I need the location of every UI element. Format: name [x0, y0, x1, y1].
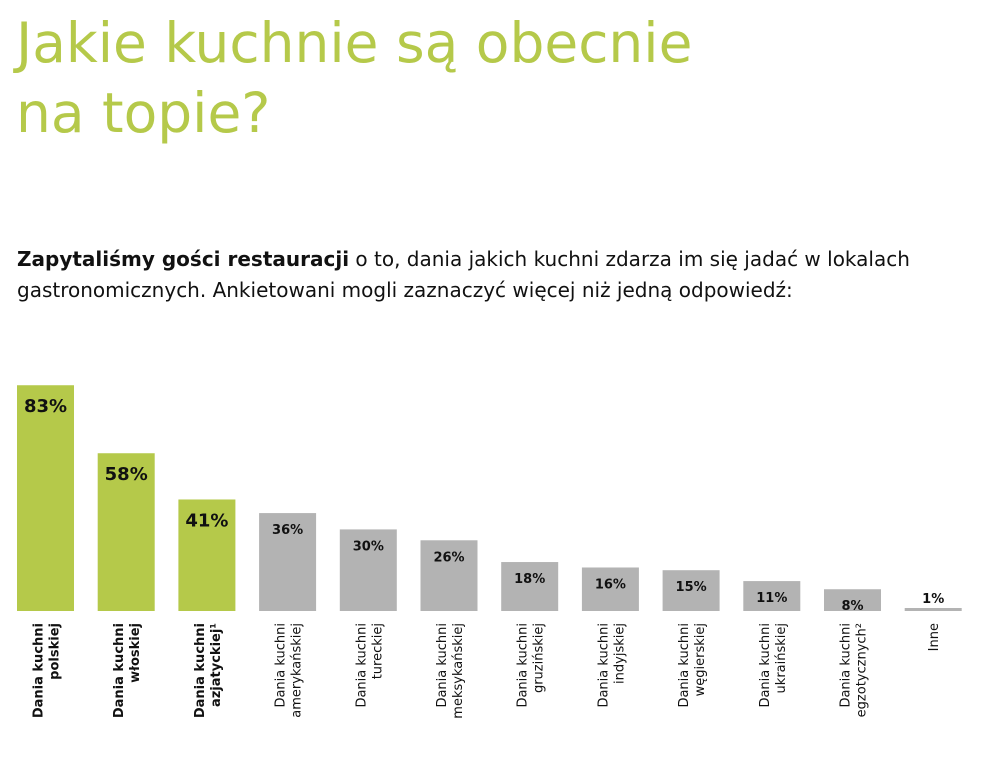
bar-value-indyjskiej: 16% [595, 577, 626, 592]
bar-value-polskiej: 83% [24, 396, 67, 417]
bar-value-gruzinskiej: 18% [514, 572, 545, 587]
title-line-2: na topie? [16, 81, 271, 145]
category-label-line: Dania kuchni [112, 623, 127, 718]
bar-value-inne: 1% [922, 592, 944, 607]
bar-egzotycznych [824, 589, 881, 611]
bar-indyjskiej [581, 567, 639, 611]
category-label-line: Dania kuchni [677, 623, 692, 708]
category-label-line: Dania kuchni [354, 623, 369, 708]
title-line-1: Jakie kuchnie są obecnie [16, 11, 693, 75]
category-label-inne: Inne [927, 623, 942, 651]
category-label-line: Dania kuchni [516, 623, 531, 708]
category-label-line: węgierskiej [693, 623, 708, 696]
category-label-amerykanskiej: Dania kuchni amerykańskiej [274, 623, 305, 718]
bar-tureckiej [339, 529, 397, 611]
bar-azjatyckiej [178, 499, 236, 611]
category-label-line: amerykańskiej [290, 623, 305, 718]
category-label-line: indyjskiej [612, 623, 627, 684]
category-label-line: tureckiej [370, 623, 385, 679]
category-label-line: polskiej [48, 623, 63, 680]
category-label-wloskiej: Dania kuchni włoskiej [112, 623, 143, 718]
category-label-line: Dania kuchni [839, 623, 854, 708]
category-label-line: Dania kuchni [193, 623, 208, 718]
category-label-gruzinskiej: Dania kuchni gruzińskiej [516, 623, 547, 708]
category-label-line: azjatyckiej¹ [209, 623, 224, 707]
category-label-line: Dania kuchni [758, 623, 773, 708]
category-label-line: egzotycznych² [855, 623, 870, 717]
category-label-line: Dania kuchni [435, 623, 450, 708]
intro-text: o to, dania jakich kuchni zdarza im się … [17, 247, 910, 302]
category-label-ukrainskiej: Dania kuchni ukraińskiej [758, 623, 789, 708]
bar-wloskiej [97, 453, 155, 611]
category-label-line: ukraińskiej [774, 623, 789, 693]
bar-value-amerykanskiej: 36% [272, 523, 303, 538]
category-label-line: gruzińskiej [532, 623, 547, 693]
category-label-wegierskiej: Dania kuchni węgierskiej [677, 623, 708, 708]
bar-value-egzotycznych: 8% [841, 599, 863, 614]
category-label-tureckiej: Dania kuchni tureckiej [354, 623, 385, 708]
bar-polskiej [17, 385, 74, 611]
intro-bold: Zapytaliśmy gości restauracji [17, 247, 350, 271]
category-label-azjatyckiej: Dania kuchni azjatyckiej¹ [193, 623, 224, 718]
category-label-line: Dania kuchni [32, 623, 47, 718]
category-label-line: meksykańskiej [451, 623, 466, 719]
category-label-line: Dania kuchni [274, 623, 289, 708]
intro-paragraph: Zapytaliśmy gości restauracji o to, dani… [17, 244, 977, 306]
bar-gruzinskiej [501, 562, 559, 611]
bar-ukrainskiej [743, 581, 801, 611]
bar-inne [904, 608, 962, 611]
bar-wegierskiej [662, 570, 720, 611]
bar-value-wegierskiej: 15% [676, 580, 707, 595]
bar-amerykanskiej [259, 513, 317, 611]
category-label-line: Dania kuchni [596, 623, 611, 708]
category-label-indyjskiej: Dania kuchni indyjskiej [596, 623, 627, 708]
category-label-line: włoskiej [128, 623, 143, 683]
category-label-egzotycznych: Dania kuchni egzotycznych² [839, 623, 870, 717]
bar-meksykanskiej [420, 540, 478, 611]
bar-value-azjatyckiej: 41% [185, 510, 228, 531]
category-label-line: Inne [927, 623, 942, 651]
bar-value-meksykanskiej: 26% [433, 550, 464, 565]
bar-value-tureckiej: 30% [353, 539, 384, 554]
category-label-polskiej: Dania kuchni polskiej [32, 623, 63, 718]
category-label-meksykanskiej: Dania kuchni meksykańskiej [435, 623, 466, 719]
page-title: Jakie kuchnie są obecnie na topie? [16, 8, 976, 148]
bar-value-wloskiej: 58% [105, 464, 148, 485]
bar-value-ukrainskiej: 11% [756, 591, 787, 606]
